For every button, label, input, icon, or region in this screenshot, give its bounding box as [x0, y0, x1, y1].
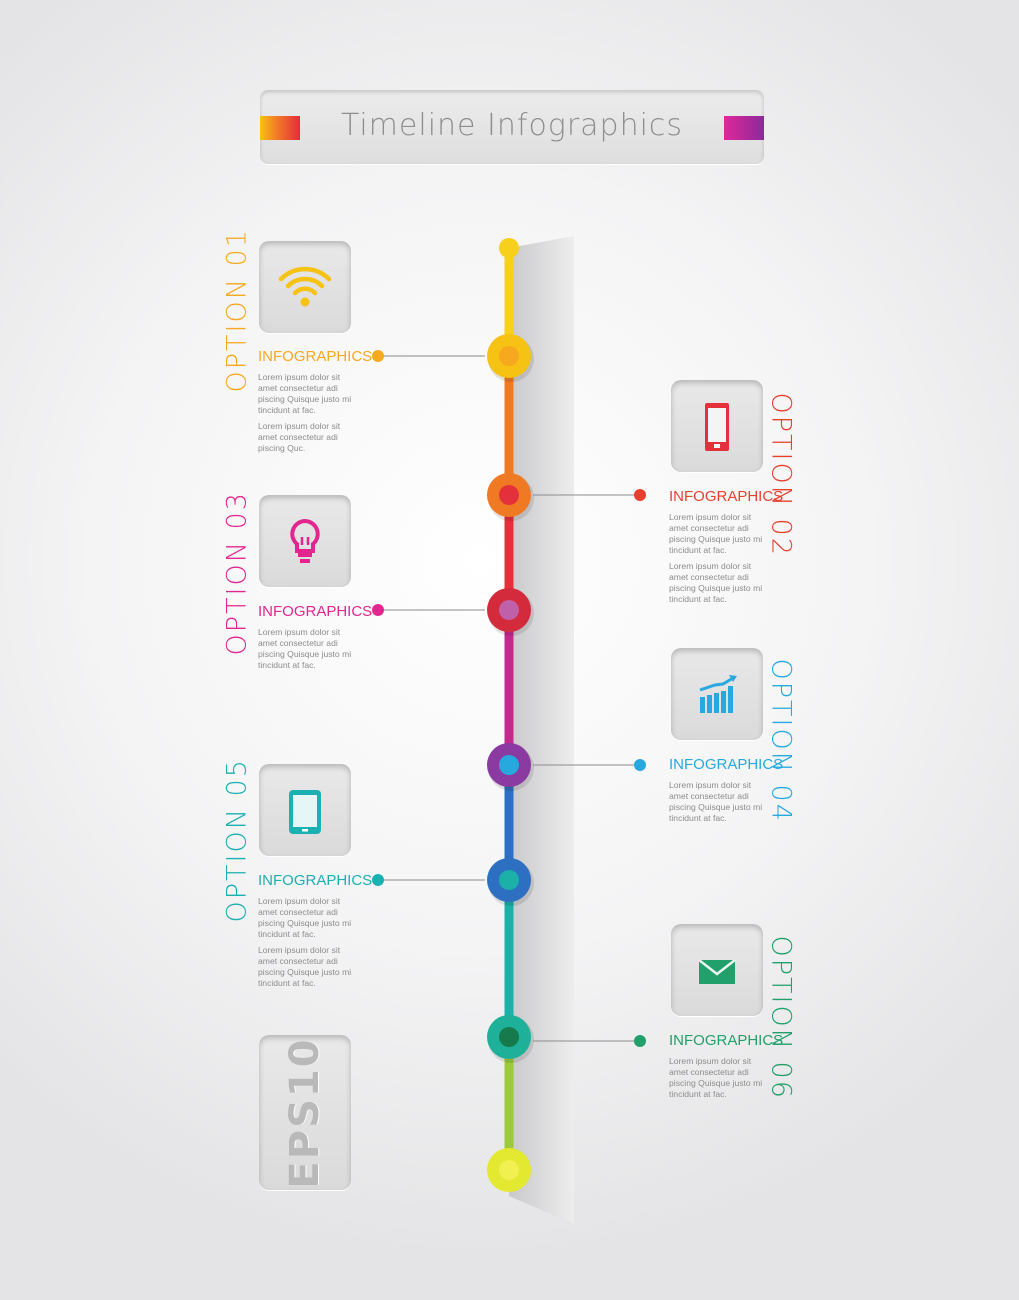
- option-01-heading: INFOGRAPHICS: [258, 348, 373, 365]
- option-02-body: Lorem ipsum dolor sit amet consectetur a…: [669, 512, 767, 610]
- option-05-body-paragraph: Lorem ipsum dolor sit amet consectetur a…: [258, 896, 352, 939]
- timeline-node-core-4: [499, 755, 519, 775]
- option-03-body: Lorem ipsum dolor sit amet consectetur a…: [258, 627, 356, 676]
- option-04-heading: INFOGRAPHICS: [669, 756, 784, 773]
- title-accent-left: [260, 116, 300, 140]
- timeline-node-core-1: [499, 346, 519, 366]
- timeline-node-core-3: [499, 600, 519, 620]
- option-01-icon-box: [259, 241, 351, 333]
- option-03-icon-box: [259, 495, 351, 587]
- option-04-body-paragraph: Lorem ipsum dolor sit amet consectetur a…: [669, 780, 763, 823]
- timeline-node-core-5: [499, 870, 519, 890]
- option-06-label: OPTION 06: [765, 935, 797, 1100]
- option-04-label: OPTION 04: [765, 658, 797, 823]
- smartphone-icon: [705, 403, 729, 451]
- title-accent-right: [724, 116, 764, 140]
- title-bar: Timeline Infographics: [260, 90, 764, 164]
- option-05-body: Lorem ipsum dolor sit amet consectetur a…: [258, 896, 356, 994]
- option-06-body-paragraph: Lorem ipsum dolor sit amet consectetur a…: [669, 1056, 763, 1099]
- option-02-body-paragraph: Lorem ipsum dolor sit amet consectetur a…: [669, 561, 763, 604]
- option-01-connector-dot: [372, 350, 384, 362]
- timeline-start-dot: [499, 238, 519, 258]
- page-title: Timeline Infographics: [340, 108, 684, 143]
- option-02-connector-dot: [634, 489, 646, 501]
- option-05-connector-dot: [372, 874, 384, 886]
- timeline-node-core-6: [499, 1027, 519, 1047]
- option-03-heading: INFOGRAPHICS: [258, 603, 373, 620]
- option-03-connector-dot: [372, 604, 384, 616]
- option-06-body: Lorem ipsum dolor sit amet consectetur a…: [669, 1056, 767, 1105]
- option-01-body-paragraph: Lorem ipsum dolor sit amet consectetur a…: [258, 372, 352, 415]
- eps10-label: EPS10: [282, 1037, 328, 1189]
- option-03-label: OPTION 03: [221, 491, 253, 656]
- lightbulb-icon: [290, 518, 320, 563]
- option-05-heading: INFOGRAPHICS: [258, 872, 373, 889]
- option-02-heading: INFOGRAPHICS: [669, 488, 784, 505]
- option-06-icon-box: [671, 924, 763, 1016]
- eps10-badge: EPS10: [259, 1035, 351, 1190]
- tablet-icon: [289, 790, 321, 834]
- envelope-icon: [698, 959, 736, 984]
- option-02-label: OPTION 02: [765, 392, 797, 557]
- option-05-body-paragraph: Lorem ipsum dolor sit amet consectetur a…: [258, 945, 352, 988]
- option-03-body-paragraph: Lorem ipsum dolor sit amet consectetur a…: [258, 627, 352, 670]
- option-04-icon-box: [671, 648, 763, 740]
- option-02-icon-box: [671, 380, 763, 472]
- option-05-icon-box: [259, 764, 351, 856]
- option-01-body-paragraph: Lorem ipsum dolor sit amet consectetur a…: [258, 421, 341, 453]
- bar-chart-icon: [699, 675, 737, 713]
- option-05-label: OPTION 05: [221, 758, 253, 923]
- timeline-shadow: [509, 236, 574, 1224]
- option-02-body-paragraph: Lorem ipsum dolor sit amet consectetur a…: [669, 512, 763, 555]
- option-04-body: Lorem ipsum dolor sit amet consectetur a…: [669, 780, 767, 829]
- option-06-connector-dot: [634, 1035, 646, 1047]
- option-06-heading: INFOGRAPHICS: [669, 1032, 784, 1049]
- timeline-node-core-2: [499, 485, 519, 505]
- option-04-connector-dot: [634, 759, 646, 771]
- wifi-icon: [278, 266, 332, 307]
- option-01-body: Lorem ipsum dolor sit amet consectetur a…: [258, 372, 356, 459]
- timeline-end-core: [499, 1160, 519, 1180]
- option-01-label: OPTION 01: [221, 228, 253, 393]
